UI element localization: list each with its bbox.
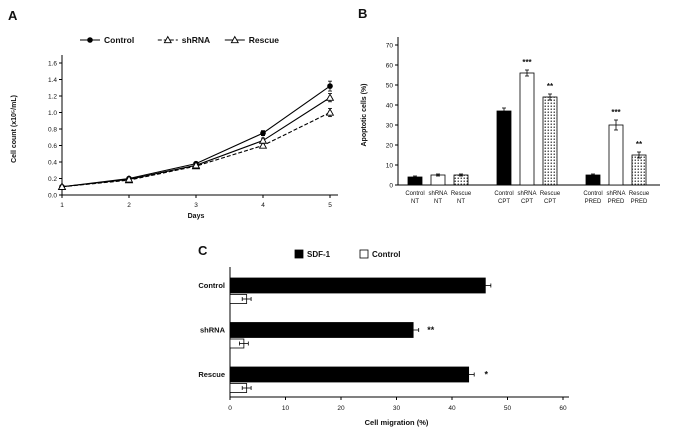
svg-text:0.8: 0.8 xyxy=(48,126,57,133)
panel-b-apoptosis-bar-chart: 0 10 20 30 40 50 60 70 Apoptotic cells (%) Contro… xyxy=(361,37,660,205)
svg-text:60: 60 xyxy=(386,62,394,69)
svg-text:Control: Control xyxy=(494,191,513,197)
svg-text:0: 0 xyxy=(228,405,232,412)
svg-text:shRNA: shRNA xyxy=(606,191,625,197)
svg-text:Days: Days xyxy=(188,213,205,220)
svg-text:SDF-1: SDF-1 xyxy=(307,250,331,259)
svg-text:Apoptotic cells (%): Apoptotic cells (%) xyxy=(361,83,368,146)
panel-c-label: C xyxy=(198,243,208,258)
svg-text:Cell migration (%): Cell migration (%) xyxy=(365,418,429,427)
svg-text:PRED: PRED xyxy=(608,199,625,205)
svg-text:4: 4 xyxy=(261,202,265,209)
svg-text:CPT: CPT xyxy=(544,199,556,205)
svg-text:NT: NT xyxy=(457,199,465,205)
svg-text:shRNA: shRNA xyxy=(200,326,226,335)
svg-text:20: 20 xyxy=(337,405,345,412)
svg-text:CPT: CPT xyxy=(498,199,510,205)
svg-text:***: *** xyxy=(611,108,621,117)
svg-text:2: 2 xyxy=(127,202,131,209)
svg-text:***: *** xyxy=(522,58,532,67)
svg-text:1.4: 1.4 xyxy=(48,77,57,84)
svg-text:**: ** xyxy=(427,325,435,335)
svg-text:Cell count (x10⁵/mL): Cell count (x10⁵/mL) xyxy=(11,95,18,163)
svg-text:Control: Control xyxy=(104,35,134,45)
svg-text:Rescue: Rescue xyxy=(629,191,650,197)
svg-text:shRNA: shRNA xyxy=(517,191,536,197)
panel-a-label: A xyxy=(8,8,18,23)
svg-text:shRNA: shRNA xyxy=(428,191,447,197)
svg-text:0.2: 0.2 xyxy=(48,176,57,183)
svg-text:Control: Control xyxy=(198,281,225,290)
svg-text:3: 3 xyxy=(194,202,198,209)
svg-text:Rescue: Rescue xyxy=(198,370,225,379)
svg-text:Rescue: Rescue xyxy=(249,35,280,45)
svg-text:1.2: 1.2 xyxy=(48,93,57,100)
svg-text:10: 10 xyxy=(386,162,394,169)
svg-text:40: 40 xyxy=(386,102,394,109)
svg-text:30: 30 xyxy=(393,405,401,412)
svg-text:Control: Control xyxy=(583,191,602,197)
svg-text:CPT: CPT xyxy=(521,199,533,205)
svg-text:30: 30 xyxy=(386,122,394,129)
svg-text:**: ** xyxy=(547,82,554,91)
svg-text:1.6: 1.6 xyxy=(48,60,57,67)
svg-text:50: 50 xyxy=(504,405,512,412)
svg-text:50: 50 xyxy=(386,82,394,89)
panel-a-growth-curve-chart: 0.0 0.2 0.4 0.6 0.8 1.0 1.2 1.4 1.6 1 2 3 4 5 Days Cell… xyxy=(11,35,338,220)
svg-text:40: 40 xyxy=(448,405,456,412)
svg-text:0.4: 0.4 xyxy=(48,159,57,166)
svg-text:**: ** xyxy=(636,140,643,149)
svg-text:0: 0 xyxy=(389,182,393,189)
svg-text:10: 10 xyxy=(282,405,290,412)
svg-text:NT: NT xyxy=(434,199,442,205)
svg-text:0.6: 0.6 xyxy=(48,143,57,150)
svg-text:Rescue: Rescue xyxy=(540,191,561,197)
svg-text:70: 70 xyxy=(386,42,394,49)
svg-text:0.0: 0.0 xyxy=(48,192,57,199)
svg-text:Control: Control xyxy=(372,250,400,259)
svg-text:Rescue: Rescue xyxy=(451,191,472,197)
panel-c-migration-hbar-chart: SDF-1 Control 0 10 20 30 40 50 60 Cell migration … xyxy=(198,249,569,427)
svg-text:60: 60 xyxy=(559,405,567,412)
svg-text:shRNA: shRNA xyxy=(182,35,210,45)
svg-text:1: 1 xyxy=(60,202,64,209)
svg-text:*: * xyxy=(484,370,488,380)
svg-text:NT: NT xyxy=(411,199,419,205)
panel-b-label: B xyxy=(358,6,368,21)
svg-text:PRED: PRED xyxy=(585,199,602,205)
svg-text:1.0: 1.0 xyxy=(48,110,57,117)
svg-text:20: 20 xyxy=(386,142,394,149)
svg-text:Control: Control xyxy=(405,191,424,197)
svg-text:5: 5 xyxy=(328,202,332,209)
svg-text:PRED: PRED xyxy=(631,199,648,205)
